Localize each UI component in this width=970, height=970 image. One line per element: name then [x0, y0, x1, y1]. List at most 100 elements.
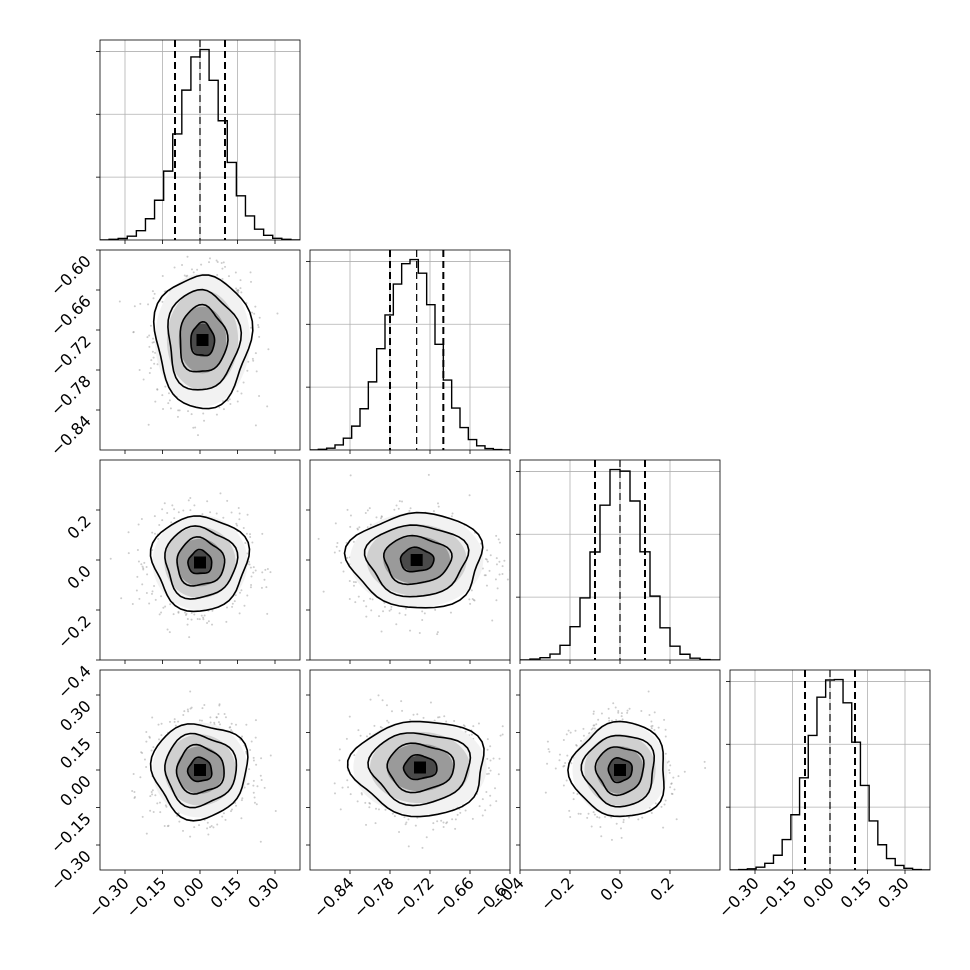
scatter-point	[190, 413, 193, 416]
scatter-point	[563, 764, 566, 767]
scatter-point	[359, 734, 362, 737]
scatter-point	[186, 255, 189, 258]
scatter-point	[158, 523, 161, 526]
scatter-point	[218, 723, 221, 726]
scatter-point	[303, 509, 305, 511]
scatter-point	[151, 341, 154, 344]
scatter-point	[185, 612, 188, 615]
scatter-point	[498, 757, 501, 760]
scatter-point	[166, 825, 169, 828]
scatter-point	[140, 563, 143, 566]
scatter-point	[216, 261, 219, 264]
scatter-point	[187, 499, 190, 502]
scatter-point	[667, 760, 670, 763]
scatter-point	[348, 597, 351, 600]
scatter-point	[109, 557, 112, 560]
scatter-point	[235, 804, 238, 807]
scatter-point	[647, 690, 650, 693]
contour-line	[402, 753, 438, 781]
y-tick-label: −0.84	[47, 411, 95, 459]
scatter-point	[252, 791, 255, 794]
scatter-point	[346, 556, 349, 559]
scatter-point	[217, 721, 220, 724]
scatter-point	[369, 698, 372, 701]
panel-frame	[309, 249, 511, 451]
scatter-point	[385, 704, 388, 707]
scatter-point	[615, 822, 618, 825]
scatter-point	[206, 500, 209, 503]
scatter-point	[240, 817, 243, 820]
scatter-point	[586, 816, 589, 819]
scatter-point	[168, 720, 171, 723]
scatter-point	[664, 728, 667, 731]
scatter-point	[240, 799, 243, 802]
scatter-point	[151, 350, 154, 353]
scatter-point	[378, 615, 381, 618]
scatter-point	[178, 820, 181, 823]
scatter-point	[198, 824, 201, 827]
scatter-point	[672, 776, 675, 779]
x-tick-label: −0.72	[390, 873, 438, 921]
scatter-point	[148, 602, 151, 605]
scatter-point	[668, 769, 671, 772]
contour-line	[186, 756, 213, 783]
scatter-point	[580, 739, 583, 742]
scatter-point	[148, 345, 151, 348]
scatter-point	[211, 609, 214, 612]
y-tick-label: −0.72	[47, 331, 95, 379]
scatter-point	[274, 809, 277, 812]
scatter-point	[484, 809, 487, 812]
scatter-point	[202, 412, 205, 415]
scatter-point	[489, 554, 492, 557]
scatter-point	[136, 575, 139, 578]
scatter-point	[607, 717, 610, 720]
scatter-point	[244, 542, 247, 545]
scatter-point	[401, 709, 404, 712]
scatter-point	[141, 565, 144, 568]
scatter-point	[177, 720, 180, 723]
scatter-point	[215, 413, 218, 416]
scatter-point	[209, 721, 212, 724]
scatter-point	[183, 710, 186, 713]
scatter-panel-2-3: −0.4 −0.2 0.0 0.2	[487, 669, 721, 914]
scatter-point	[346, 779, 349, 782]
scatter-point	[148, 334, 151, 337]
scatter-point	[183, 611, 186, 614]
scatter-point	[173, 508, 176, 511]
scatter-point	[368, 732, 371, 735]
contour-line	[363, 524, 470, 598]
scatter-point	[250, 326, 253, 329]
scatter-point	[486, 560, 489, 563]
scatter-point	[238, 612, 241, 615]
scatter-point	[137, 560, 140, 563]
scatter-point	[526, 583, 528, 585]
scatter-point	[599, 825, 602, 828]
scatter-point	[614, 706, 617, 709]
scatter-point	[610, 816, 613, 819]
x-tick-label: 0.15	[837, 873, 876, 912]
scatter-point	[653, 711, 656, 714]
scatter-point	[246, 513, 249, 516]
scatter-point	[366, 509, 369, 512]
scatter-point	[254, 719, 257, 722]
scatter-point	[499, 734, 502, 737]
contour-line	[567, 720, 665, 818]
scatter-point	[587, 812, 590, 815]
scatter-point	[565, 733, 568, 736]
scatter-point	[241, 797, 244, 800]
scatter-point	[703, 760, 706, 763]
scatter-point	[421, 610, 424, 613]
scatter-point	[404, 613, 407, 616]
scatter-point	[258, 395, 261, 398]
scatter-point	[333, 782, 336, 785]
scatter-point	[249, 533, 252, 536]
scatter-point	[176, 415, 179, 418]
scatter-point	[145, 766, 148, 769]
scatter-point	[375, 516, 378, 519]
scatter-point	[234, 594, 237, 597]
scatter-point	[650, 720, 653, 723]
scatter-point	[152, 746, 155, 749]
scatter-point	[249, 566, 252, 569]
y-tick-label: −0.60	[47, 251, 95, 299]
scatter-point	[187, 710, 190, 713]
